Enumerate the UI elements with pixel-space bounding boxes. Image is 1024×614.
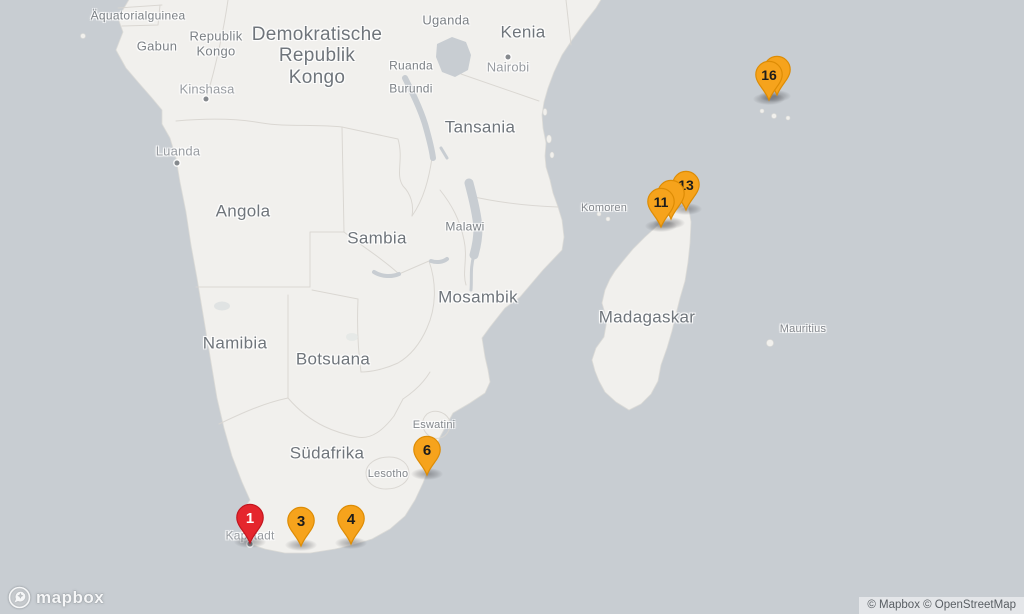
map-marker-cluster-16[interactable]: 16 (752, 55, 792, 105)
eswatini-border (422, 410, 451, 439)
marker-pin: 1 (236, 503, 264, 545)
lake-cahora-bassa (429, 257, 449, 265)
island-seychellen-2 (771, 113, 777, 119)
marker-pin: 6 (413, 435, 441, 477)
mapbox-logo-text: mapbox (36, 587, 105, 607)
island-pemba (542, 108, 548, 116)
island-seychellen-1 (759, 108, 765, 114)
etosha-pan (214, 301, 230, 311)
country-borders (117, 0, 572, 490)
svg-text:11: 11 (654, 194, 669, 210)
marker-pin: 16 (755, 60, 783, 102)
island-komoren-2 (605, 216, 611, 222)
map-marker-marker-1[interactable]: 1 (233, 502, 267, 548)
small-islands (80, 33, 791, 347)
marker-pin: 3 (287, 506, 315, 548)
island-sansibar (546, 134, 552, 144)
lake-kariba (372, 270, 401, 279)
svg-text:16: 16 (761, 67, 777, 83)
lake-tanganjika (402, 75, 436, 161)
map-marker-cluster-13[interactable]: 13 (669, 169, 703, 215)
island-mafia (549, 151, 555, 159)
map-marker-cluster-3[interactable]: 3 (284, 505, 318, 551)
marker-pin: 11 (647, 187, 675, 229)
lake-malawi-tail (469, 253, 476, 292)
lesotho-border (365, 456, 410, 490)
island-komoren-1 (596, 211, 602, 217)
map-marker-cluster-4[interactable]: 4 (334, 503, 368, 549)
map-marker-cluster-11[interactable]: 11 (644, 179, 685, 232)
madagascar-island (591, 203, 692, 411)
island-seychellen-3 (785, 115, 791, 121)
okavango-delta (346, 333, 358, 341)
mapbox-logo-icon (8, 586, 31, 609)
map-attribution[interactable]: © Mapbox © OpenStreetMap (859, 597, 1024, 614)
lake-rukwa (439, 146, 449, 160)
lake-malawi (464, 178, 483, 260)
svg-text:4: 4 (347, 511, 356, 528)
island-bioko (80, 33, 86, 39)
mapbox-logo[interactable]: mapbox (8, 586, 104, 609)
lakes (214, 37, 483, 341)
map-marker-cluster-6[interactable]: 6 (410, 434, 444, 480)
svg-text:6: 6 (423, 442, 431, 459)
lake-victoria (436, 37, 471, 77)
africa-landmass (115, 0, 602, 554)
island-mauritius (766, 339, 774, 347)
svg-text:1: 1 (246, 510, 254, 527)
marker-pin: 4 (337, 504, 365, 546)
svg-text:3: 3 (297, 513, 305, 530)
